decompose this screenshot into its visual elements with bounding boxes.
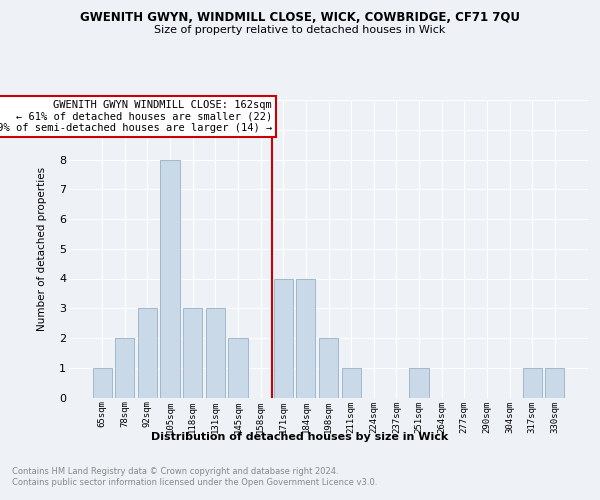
Text: GWENITH GWYN WINDMILL CLOSE: 162sqm
← 61% of detached houses are smaller (22)
39: GWENITH GWYN WINDMILL CLOSE: 162sqm ← 61… [0, 100, 272, 133]
Bar [341, 368, 361, 398]
Bar [409, 368, 428, 398]
Text: Distribution of detached houses by size in Wick: Distribution of detached houses by size … [151, 432, 449, 442]
Bar [92, 368, 112, 398]
Bar [206, 308, 225, 398]
Y-axis label: Number of detached properties: Number of detached properties [37, 166, 47, 331]
Bar [523, 368, 542, 398]
Bar [296, 278, 316, 398]
Text: Contains HM Land Registry data © Crown copyright and database right 2024.
Contai: Contains HM Land Registry data © Crown c… [12, 468, 377, 487]
Bar [319, 338, 338, 398]
Bar [160, 160, 180, 398]
Text: GWENITH GWYN, WINDMILL CLOSE, WICK, COWBRIDGE, CF71 7QU: GWENITH GWYN, WINDMILL CLOSE, WICK, COWB… [80, 11, 520, 24]
Bar [115, 338, 134, 398]
Bar [138, 308, 157, 398]
Bar [274, 278, 293, 398]
Bar [229, 338, 248, 398]
Text: Size of property relative to detached houses in Wick: Size of property relative to detached ho… [154, 25, 446, 35]
Bar [183, 308, 202, 398]
Bar [545, 368, 565, 398]
